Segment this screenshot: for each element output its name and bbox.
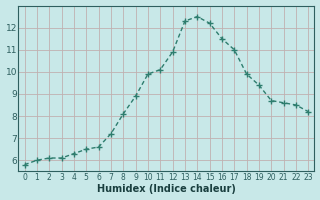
X-axis label: Humidex (Indice chaleur): Humidex (Indice chaleur) [97, 184, 236, 194]
